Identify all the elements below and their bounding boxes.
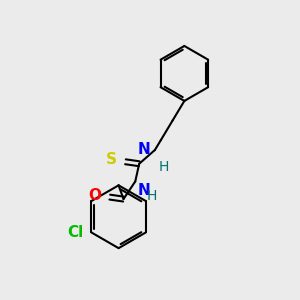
Text: O: O: [88, 188, 101, 202]
Text: H: H: [159, 160, 169, 174]
Text: N: N: [137, 183, 150, 198]
Text: Cl: Cl: [67, 225, 83, 240]
Text: N: N: [137, 142, 150, 158]
Text: S: S: [106, 152, 117, 167]
Text: H: H: [147, 189, 158, 203]
